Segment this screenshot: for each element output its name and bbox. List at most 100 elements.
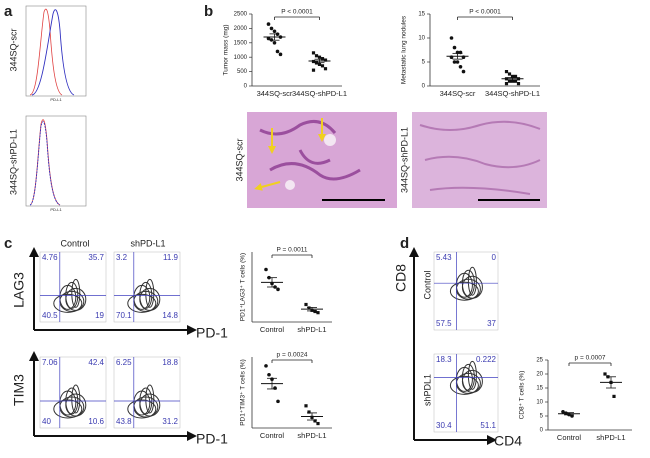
axis-label: PD-L1 xyxy=(50,207,62,212)
data-point xyxy=(311,68,316,72)
data-point xyxy=(317,62,322,66)
data-point xyxy=(449,36,454,40)
x-tick-label: 344SQ-shPD-L1 xyxy=(292,89,347,98)
contour xyxy=(127,293,157,313)
y-axis-label: Metastatic lung nodules xyxy=(401,15,408,84)
contour xyxy=(467,266,477,296)
y-tick-label: 2000 xyxy=(234,26,248,32)
x-tick-label: 344SQ-scr xyxy=(257,89,293,98)
quadrant-percent: 6.25 xyxy=(116,358,132,367)
flow-plot-frame xyxy=(433,251,499,331)
x-tick-label: shPD-L1 xyxy=(297,431,326,440)
data-point xyxy=(316,311,320,315)
y-tick-label: 2500 xyxy=(234,12,248,18)
data-point xyxy=(561,410,565,414)
y-axis-label: PD1⁺TIM3⁺ T cells (%) xyxy=(240,359,247,426)
data-point xyxy=(311,59,316,64)
data-point xyxy=(458,65,463,69)
y-tick-label: 15 xyxy=(418,12,425,18)
contour xyxy=(449,281,479,301)
quadrant-percent: 40.5 xyxy=(42,311,58,320)
data-point xyxy=(264,267,268,272)
data-point xyxy=(507,72,512,76)
axis-label: TIM3 xyxy=(11,374,27,406)
data-point xyxy=(504,82,509,86)
y-tick-label: 1000 xyxy=(234,55,248,61)
quadrant-percent: 40 xyxy=(42,417,51,426)
y-tick-label: 5 xyxy=(422,60,426,66)
contour xyxy=(71,278,81,308)
data-point xyxy=(452,60,457,64)
row-label: shPDL1 xyxy=(422,374,432,406)
data-point xyxy=(304,404,308,408)
data-point xyxy=(313,309,317,314)
quadrant-percent: 43.8 xyxy=(116,417,132,426)
contour xyxy=(467,360,477,390)
x-tick-label: 344SQ-shPD-L1 xyxy=(485,89,540,98)
p-value: P < 0.0001 xyxy=(281,9,313,16)
x-tick-label: Control xyxy=(260,431,285,440)
flow-plot-frame xyxy=(113,356,181,429)
data-point xyxy=(513,79,518,83)
y-axis-label: PD1⁺LAG3⁺ T cells (%) xyxy=(240,253,247,321)
y-tick-label: 15 xyxy=(536,386,543,392)
quadrant-percent: 4.76 xyxy=(42,253,58,262)
quadrant-percent: 51.1 xyxy=(480,421,496,430)
quadrant-percent: 18.3 xyxy=(436,355,452,364)
x-tick-label: Control xyxy=(260,325,285,334)
data-point xyxy=(316,421,320,426)
data-point xyxy=(314,54,319,58)
data-point xyxy=(266,22,271,26)
data-point xyxy=(304,302,308,307)
contour xyxy=(145,384,155,414)
axis-label: PD-1 xyxy=(196,431,228,447)
data-point xyxy=(267,372,271,377)
contour xyxy=(53,399,83,419)
y-tick-label: 0 xyxy=(422,84,426,90)
quadrant-percent: 10.6 xyxy=(88,417,104,426)
panel-letter: c xyxy=(4,235,12,252)
y-axis-label: CD8⁺ T cells (%) xyxy=(519,371,526,420)
quadrant-percent: 19 xyxy=(95,311,104,320)
quadrant-percent: 57.5 xyxy=(436,319,452,328)
panel-letter: d xyxy=(400,235,409,252)
data-point xyxy=(272,41,277,45)
y-tick-label: 10 xyxy=(418,36,425,42)
histogram: PD-L1 xyxy=(25,115,87,212)
row-label: 344SQ-shPD-L1 xyxy=(8,129,18,195)
x-tick-label: shPD-L1 xyxy=(297,325,326,334)
y-tick-label: 25 xyxy=(536,358,543,364)
data-point xyxy=(452,45,457,50)
data-point xyxy=(603,372,607,376)
data-point xyxy=(276,287,280,292)
data-point xyxy=(276,399,280,404)
row-label: 344SQ-scr xyxy=(8,28,18,71)
p-value: p = 0.0024 xyxy=(277,352,308,359)
contour xyxy=(145,278,155,308)
image-label: 344SQ-shPD-L1 xyxy=(399,127,409,193)
axis-label: CD8 xyxy=(393,264,409,292)
y-tick-label: 20 xyxy=(536,372,543,378)
quadrant-percent: 31.2 xyxy=(162,417,178,426)
contour xyxy=(53,293,83,313)
image-label: 344SQ-scr xyxy=(234,138,244,181)
axis-label: PD-L1 xyxy=(50,97,62,102)
y-tick-label: 10 xyxy=(536,400,543,406)
quadrant-percent: 0.222 xyxy=(476,355,497,364)
panel-letter: a xyxy=(4,3,13,20)
data-point xyxy=(307,410,311,414)
data-point xyxy=(461,69,466,74)
axis-label: LAG3 xyxy=(11,272,27,308)
y-tick-label: 5 xyxy=(540,414,544,420)
quadrant-percent: 5.43 xyxy=(436,253,452,262)
quadrant-percent: 30.4 xyxy=(436,421,452,430)
p-value: p = 0.0007 xyxy=(575,355,606,362)
y-tick-label: 500 xyxy=(237,69,248,75)
quadrant-percent: 70.1 xyxy=(116,311,132,320)
data-point xyxy=(323,58,328,62)
contour xyxy=(449,375,479,395)
data-point xyxy=(307,306,311,310)
data-point xyxy=(323,67,328,71)
quadrant-percent: 3.2 xyxy=(116,253,128,262)
